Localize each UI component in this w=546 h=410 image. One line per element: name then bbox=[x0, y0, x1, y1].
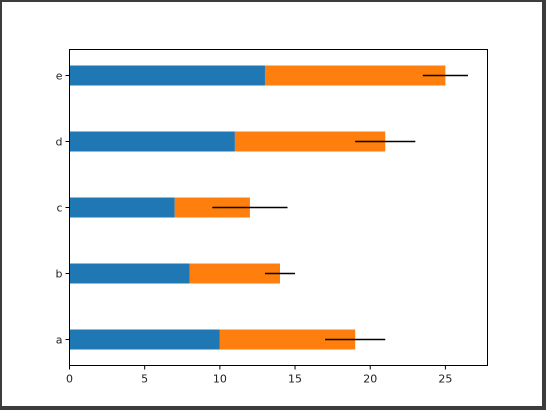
bar-c-series-1 bbox=[69, 197, 175, 218]
bar-b-series-2 bbox=[189, 263, 281, 284]
y-tick-label: d bbox=[56, 136, 63, 149]
x-tick-label: 10 bbox=[213, 373, 227, 386]
y-tick-label: c bbox=[56, 202, 62, 215]
bar-a-series-2 bbox=[219, 329, 356, 350]
x-tick-label: 0 bbox=[66, 373, 73, 386]
bar-e-series-2 bbox=[264, 65, 446, 86]
y-tick-label: b bbox=[56, 268, 63, 281]
bar-d-series-1 bbox=[69, 131, 235, 152]
bars-layer bbox=[69, 65, 446, 350]
x-tick-label: 20 bbox=[363, 373, 377, 386]
bar-b-series-1 bbox=[69, 263, 190, 284]
figure-canvas: 0 5 10 15 20 25 a b c d e bbox=[2, 2, 542, 406]
x-axis: 0 5 10 15 20 25 bbox=[66, 365, 452, 386]
stacked-bar-chart: 0 5 10 15 20 25 a b c d e bbox=[56, 49, 488, 386]
bar-d-series-2 bbox=[234, 131, 386, 152]
bar-a-series-1 bbox=[69, 329, 220, 350]
x-tick-label: 15 bbox=[288, 373, 302, 386]
x-tick-label: 5 bbox=[141, 373, 148, 386]
y-tick-label: e bbox=[56, 70, 63, 83]
y-axis: a b c d e bbox=[56, 70, 70, 347]
bar-e-series-1 bbox=[69, 65, 265, 86]
y-tick-label: a bbox=[56, 334, 63, 347]
x-tick-label: 25 bbox=[438, 373, 452, 386]
error-bars-layer bbox=[212, 74, 468, 341]
